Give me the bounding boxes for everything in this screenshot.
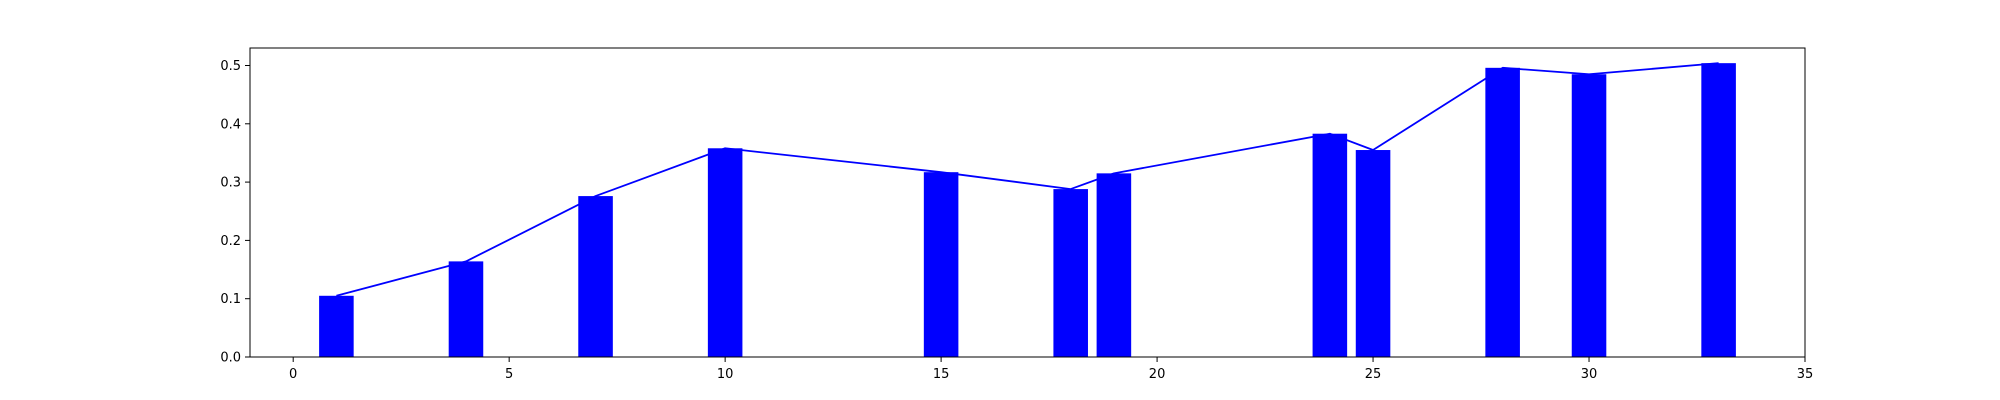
- series-line: [336, 62, 1719, 297]
- bar-0: [319, 295, 354, 357]
- x-tick-label-5: 25: [1365, 367, 1382, 382]
- bar-2: [578, 196, 613, 357]
- y-tick-label-4: 0.4: [220, 117, 241, 132]
- x-axis: 0 5 10 15 20 25 30 35: [289, 357, 1813, 382]
- bar-6: [1096, 173, 1132, 357]
- x-tick-label-7: 35: [1797, 367, 1814, 382]
- y-tick-label-5: 0.5: [220, 59, 241, 74]
- bar-7: [1312, 133, 1348, 357]
- plot-area-frame: [249, 47, 1806, 358]
- bars-group: [319, 63, 1736, 358]
- bar-9: [1485, 67, 1520, 358]
- bar-11: [1701, 63, 1736, 358]
- x-tick-label-3: 15: [933, 367, 950, 382]
- x-tick-label-4: 20: [1149, 367, 1166, 382]
- x-tick-label-0: 0: [289, 367, 297, 382]
- bar-5: [1053, 189, 1088, 357]
- bar-8: [1355, 150, 1391, 357]
- bar-1: [448, 261, 484, 357]
- y-tick-label-1: 0.1: [220, 292, 241, 307]
- x-tick-label-6: 30: [1581, 367, 1598, 382]
- y-tick-label-2: 0.2: [220, 234, 241, 249]
- x-tick-label-2: 10: [717, 367, 734, 382]
- bar-4: [923, 172, 959, 357]
- y-axis: 0.0 0.1 0.2 0.3 0.4 0.5: [220, 59, 250, 366]
- bar-10: [1571, 74, 1607, 358]
- y-tick-label-0: 0.0: [220, 351, 241, 366]
- bar-3: [707, 148, 743, 357]
- x-tick-label-1: 5: [505, 367, 513, 382]
- y-tick-label-3: 0.3: [220, 176, 241, 191]
- line-group: [336, 62, 1719, 297]
